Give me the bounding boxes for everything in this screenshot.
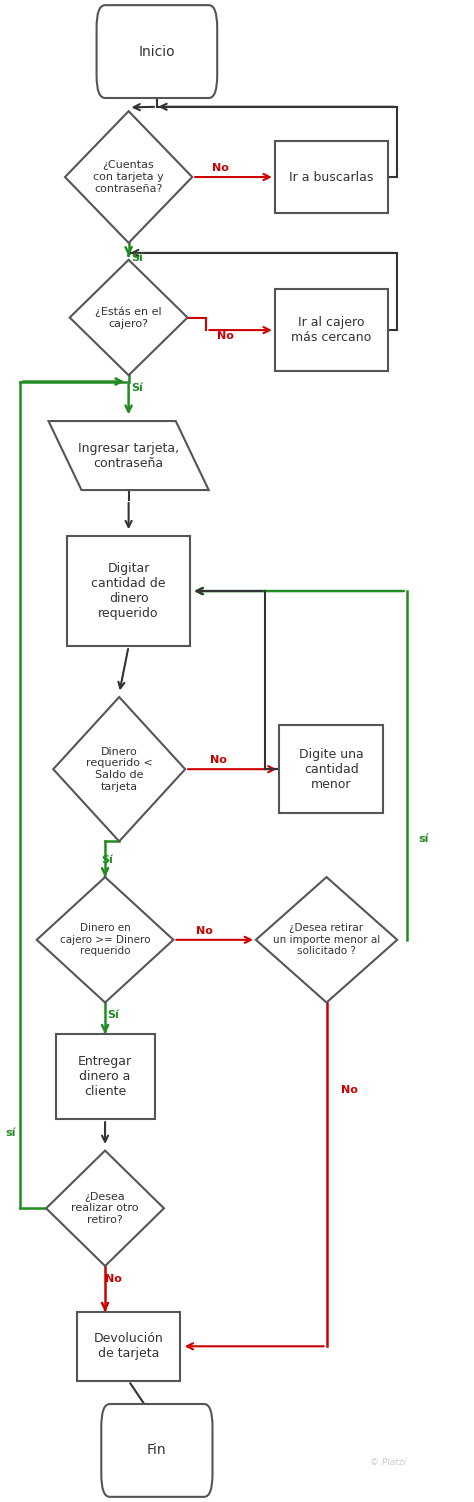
Bar: [275, 290, 388, 371]
Text: No: No: [341, 1086, 357, 1095]
Text: Entregar
dinero a
cliente: Entregar dinero a cliente: [78, 1054, 132, 1098]
Text: Digite una
cantidad
menor: Digite una cantidad menor: [299, 748, 364, 790]
Bar: [67, 536, 190, 646]
Text: Ingresar tarjeta,
contraseña: Ingresar tarjeta, contraseña: [78, 442, 179, 470]
Text: Sí: Sí: [131, 383, 143, 394]
Text: ¿Cuentas
con tarjeta y
contraseña?: ¿Cuentas con tarjeta y contraseña?: [93, 161, 164, 194]
Bar: [55, 1033, 155, 1119]
Polygon shape: [256, 877, 397, 1002]
FancyBboxPatch shape: [101, 1404, 212, 1497]
Text: ¿Estás en el
cajero?: ¿Estás en el cajero?: [95, 306, 162, 329]
Text: No: No: [105, 1274, 122, 1284]
Polygon shape: [36, 877, 173, 1002]
Text: Dinero en
cajero >= Dinero
requerido: Dinero en cajero >= Dinero requerido: [60, 924, 150, 957]
Text: Digitar
cantidad de
dinero
requerido: Digitar cantidad de dinero requerido: [91, 562, 166, 620]
Bar: [279, 725, 383, 813]
Text: Sí: Sí: [131, 252, 143, 263]
Text: sí: sí: [419, 835, 429, 844]
Polygon shape: [65, 111, 192, 243]
Bar: [275, 141, 388, 213]
Text: Sí: Sí: [108, 1009, 119, 1020]
Text: ¿Desea retirar
un importe menor al
solicitado ?: ¿Desea retirar un importe menor al solic…: [273, 924, 380, 957]
Polygon shape: [53, 697, 185, 841]
Bar: [77, 1311, 181, 1380]
Text: Sí: Sí: [101, 855, 113, 865]
Text: No: No: [210, 756, 227, 766]
Polygon shape: [70, 260, 188, 376]
Text: Dinero
requerido <
Saldo de
tarjeta: Dinero requerido < Saldo de tarjeta: [86, 746, 153, 792]
Text: Devolución
de tarjeta: Devolución de tarjeta: [94, 1332, 164, 1361]
FancyBboxPatch shape: [97, 5, 217, 98]
Text: sí: sí: [5, 1128, 16, 1139]
Text: Inicio: Inicio: [138, 45, 175, 59]
Polygon shape: [48, 421, 209, 490]
Text: No: No: [196, 927, 212, 936]
Polygon shape: [46, 1151, 164, 1266]
Text: No: No: [212, 164, 229, 173]
Text: Ir al cajero
más cercano: Ir al cajero más cercano: [291, 315, 371, 344]
Text: Fin: Fin: [147, 1443, 167, 1457]
Text: ¿Desea
realizar otro
retiro?: ¿Desea realizar otro retiro?: [71, 1191, 139, 1226]
Text: © Platzi: © Platzi: [370, 1458, 406, 1467]
Text: Ir a buscarlas: Ir a buscarlas: [289, 171, 374, 183]
Text: No: No: [217, 332, 234, 341]
